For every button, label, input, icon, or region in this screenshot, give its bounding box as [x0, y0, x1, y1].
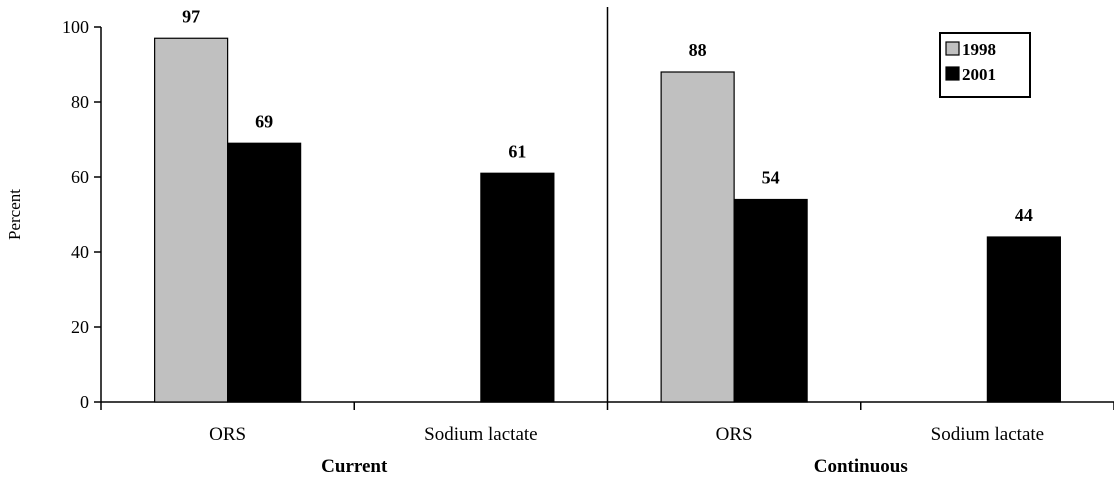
legend-swatch-2001	[945, 66, 960, 81]
x-category-label: ORS	[716, 424, 753, 445]
bar-1998-ors	[660, 71, 735, 403]
y-tick-label: 80	[71, 92, 89, 112]
data-label: 97	[182, 6, 200, 26]
axes: 0 20 40 60 80 100 Percent	[5, 7, 1114, 412]
x-group-label: Continuous	[814, 456, 908, 477]
y-tick-label: 20	[71, 317, 89, 337]
legend-swatch-1998	[945, 41, 960, 56]
bar-2001-ors	[733, 198, 808, 403]
data-label: 44	[1015, 205, 1033, 225]
x-category-label: ORS	[209, 424, 246, 445]
x-category-label: Sodium lactate	[424, 424, 537, 445]
x-group-label: Current	[321, 456, 388, 477]
y-tick-label: 40	[71, 242, 89, 262]
data-label: 69	[255, 111, 273, 131]
bar-1998-ors	[154, 37, 229, 403]
y-tick-label: 100	[62, 17, 89, 37]
y-tick-label: 0	[80, 392, 89, 412]
x-category-label: Sodium lactate	[931, 424, 1044, 445]
legend-label-2001: 2001	[962, 65, 996, 84]
bar-2001-sodium-lactate	[480, 172, 555, 403]
bar-2001-sodium-lactate	[986, 236, 1061, 403]
legend: 1998 2001	[939, 32, 1031, 98]
data-label: 54	[762, 168, 780, 188]
bar-2001-ors	[227, 142, 302, 403]
y-axis-label: Percent	[5, 189, 24, 240]
legend-label-1998: 1998	[962, 40, 996, 59]
labels: ORS Sodium lactate ORS Sodium lactate Curren…	[182, 6, 1044, 477]
bars	[154, 37, 1061, 403]
data-label: 88	[689, 40, 707, 60]
y-tick-label: 60	[71, 167, 89, 187]
data-label: 61	[508, 141, 526, 161]
